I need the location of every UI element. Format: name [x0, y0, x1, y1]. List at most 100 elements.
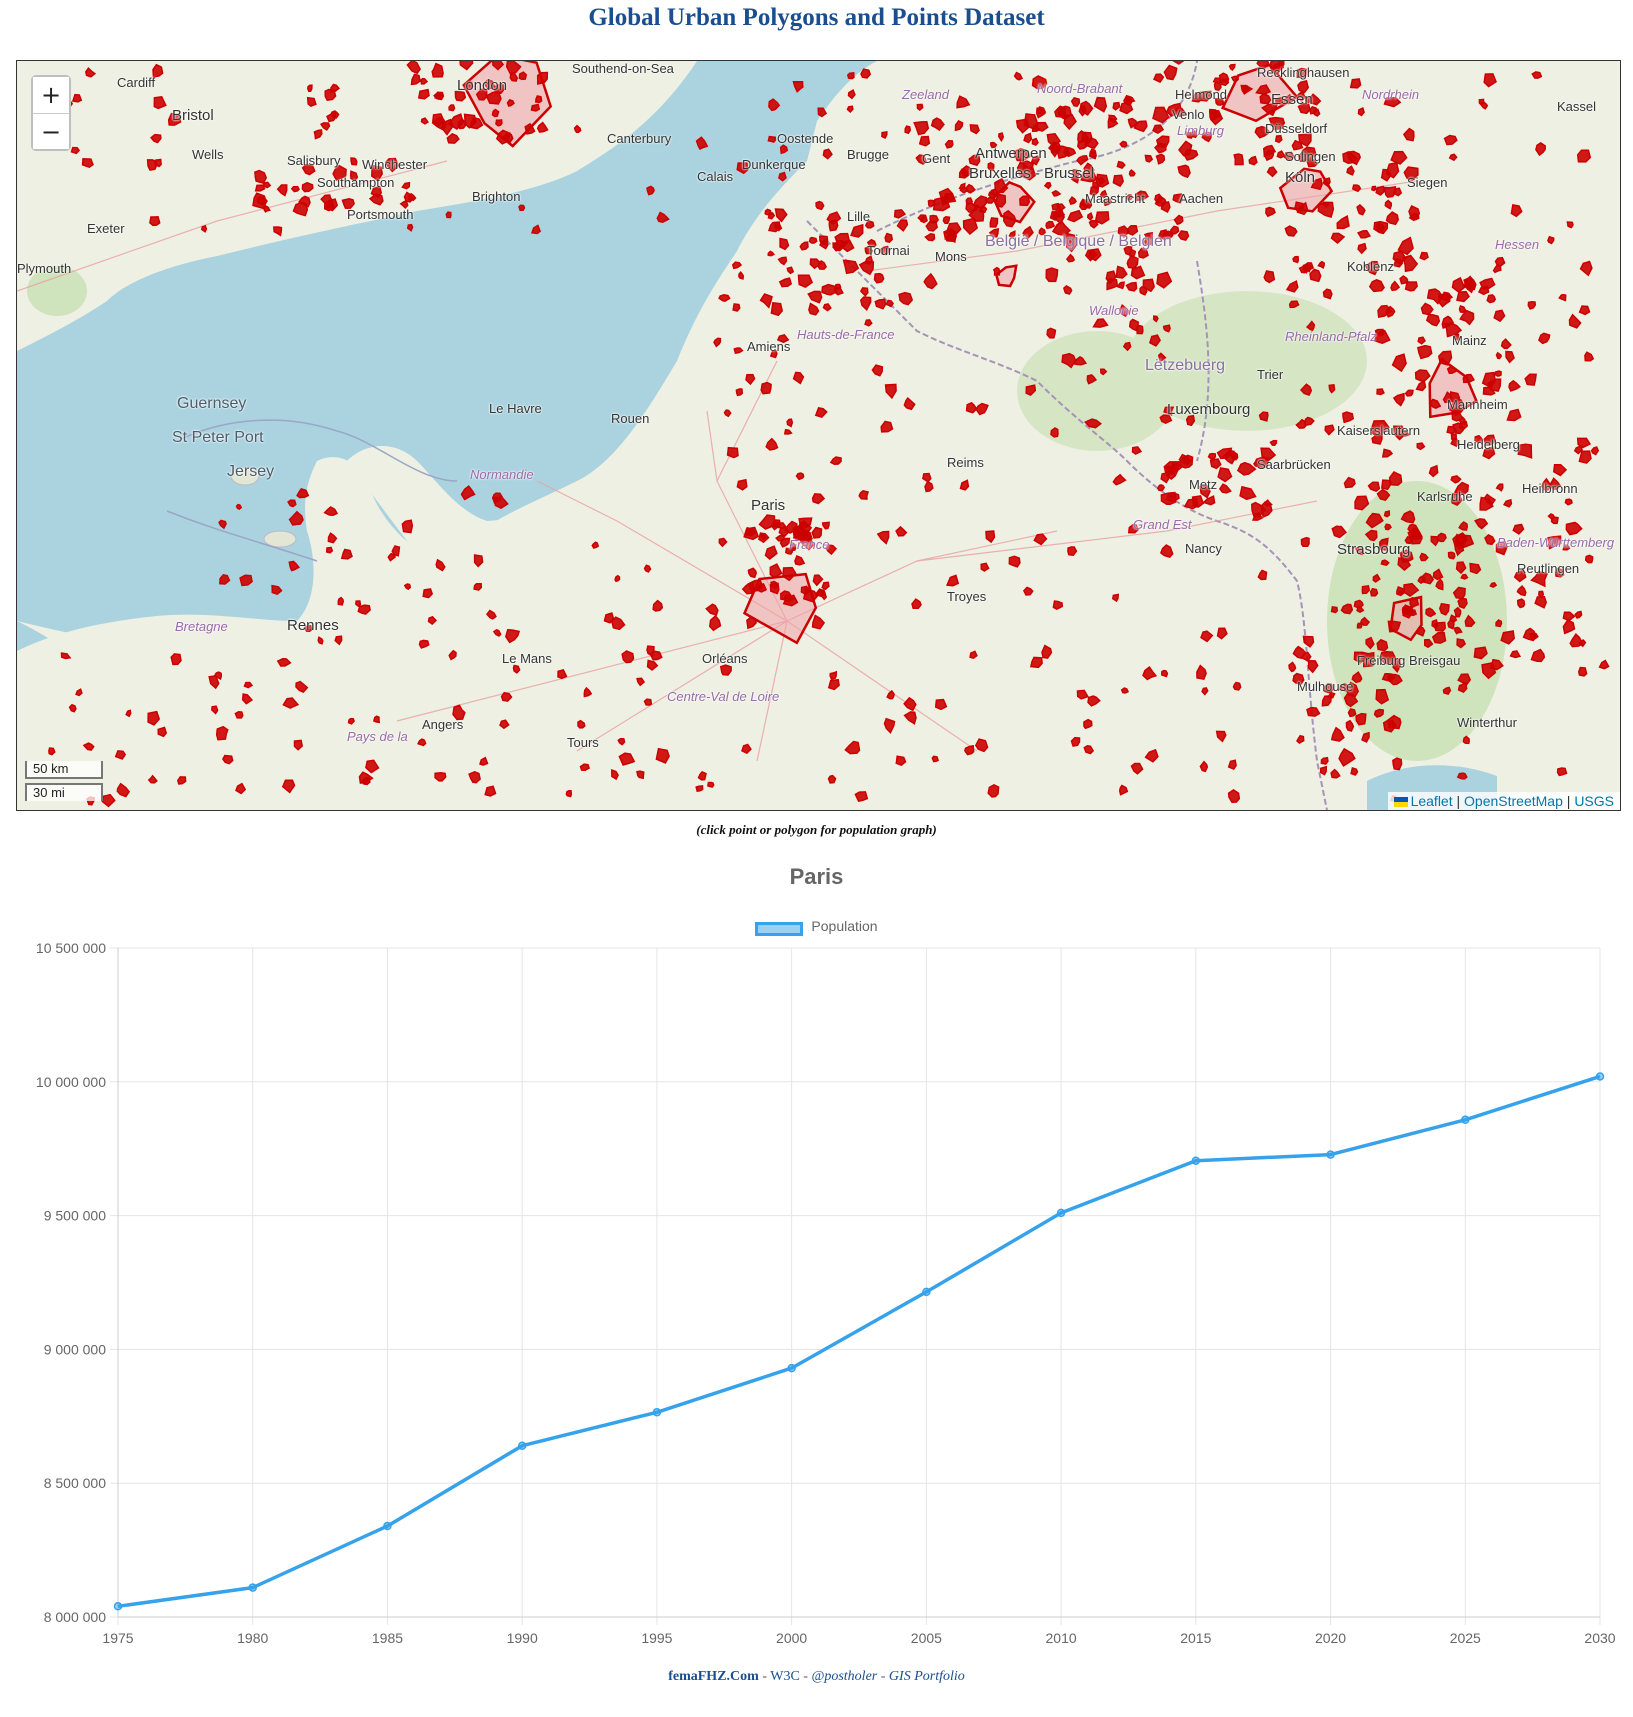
urban-polygon[interactable]: [1087, 695, 1101, 707]
urban-polygon[interactable]: [509, 71, 519, 82]
urban-polygon[interactable]: [989, 217, 999, 228]
urban-polygon[interactable]: [709, 614, 722, 632]
urban-polygon[interactable]: [736, 162, 749, 175]
urban-polygon[interactable]: [101, 793, 116, 808]
urban-polygon[interactable]: [459, 61, 474, 71]
urban-polygon[interactable]: [1562, 619, 1576, 635]
urban-polygon[interactable]: [1300, 536, 1310, 548]
urban-polygon[interactable]: [1063, 284, 1073, 295]
urban-polygon[interactable]: [1310, 177, 1323, 191]
urban-polygon[interactable]: [1425, 313, 1441, 327]
urban-polygon[interactable]: [1419, 251, 1429, 261]
urban-polygon[interactable]: [1492, 264, 1502, 274]
urban-polygon[interactable]: [880, 420, 894, 433]
urban-polygon[interactable]: [1159, 414, 1173, 425]
urban-polygon[interactable]: [1590, 446, 1600, 456]
urban-polygon[interactable]: [347, 717, 355, 725]
urban-polygon[interactable]: [636, 770, 645, 780]
urban-polygon[interactable]: [1253, 460, 1261, 468]
urban-polygon[interactable]: [1068, 196, 1077, 205]
urban-polygon[interactable]: [768, 221, 781, 233]
urban-polygon[interactable]: [990, 141, 998, 149]
urban-polygon[interactable]: [974, 738, 989, 753]
urban-polygon[interactable]: [313, 129, 323, 140]
urban-polygon[interactable]: [922, 472, 932, 483]
urban-polygon[interactable]: [446, 133, 460, 144]
urban-polygon[interactable]: [1392, 657, 1402, 674]
urban-polygon[interactable]: [814, 407, 828, 419]
urban-polygon[interactable]: [491, 108, 500, 118]
urban-polygon[interactable]: [1400, 510, 1416, 524]
urban-polygon[interactable]: [1199, 760, 1209, 773]
urban-polygon[interactable]: [1008, 555, 1021, 568]
urban-polygon[interactable]: [239, 574, 253, 587]
urban-polygon[interactable]: [391, 545, 401, 557]
urban-polygon[interactable]: [794, 555, 806, 566]
urban-polygon[interactable]: [1295, 418, 1307, 429]
urban-polygon[interactable]: [1503, 498, 1513, 508]
urban-polygon[interactable]: [903, 711, 917, 725]
urban-polygon[interactable]: [1482, 446, 1496, 460]
urban-polygon[interactable]: [440, 118, 454, 136]
urban-polygon[interactable]: [1142, 666, 1158, 681]
urban-polygon[interactable]: [707, 781, 715, 788]
urban-polygon[interactable]: [355, 600, 362, 608]
urban-polygon[interactable]: [1299, 383, 1313, 397]
urban-polygon[interactable]: [829, 670, 838, 680]
urban-polygon[interactable]: [860, 68, 872, 79]
urban-polygon[interactable]: [1170, 225, 1180, 236]
urban-polygon[interactable]: [1353, 599, 1364, 609]
urban-polygon[interactable]: [924, 480, 934, 493]
urban-polygon[interactable]: [1126, 225, 1139, 236]
urban-polygon[interactable]: [1456, 638, 1467, 649]
urban-polygon[interactable]: [1367, 481, 1381, 493]
urban-polygon[interactable]: [1356, 230, 1372, 239]
urban-polygon[interactable]: [1137, 247, 1149, 259]
urban-polygon[interactable]: [276, 184, 288, 197]
openstreetmap-link[interactable]: OpenStreetMap: [1464, 793, 1563, 809]
urban-polygon[interactable]: [1292, 645, 1307, 659]
urban-polygon[interactable]: [1457, 597, 1468, 610]
urban-polygon[interactable]: [1383, 186, 1397, 198]
data-point[interactable]: [787, 1363, 796, 1373]
urban-polygon[interactable]: [1508, 379, 1521, 392]
urban-polygon[interactable]: [646, 185, 655, 196]
data-point[interactable]: [248, 1583, 257, 1592]
urban-polygon[interactable]: [1448, 153, 1458, 162]
urban-polygon[interactable]: [1217, 467, 1233, 483]
urban-polygon[interactable]: [783, 428, 793, 435]
urban-polygon[interactable]: [1190, 129, 1198, 139]
urban-polygons-layer[interactable]: [17, 61, 1620, 810]
urban-polygon[interactable]: [1357, 107, 1365, 117]
urban-polygon[interactable]: [1067, 209, 1084, 223]
urban-polygon[interactable]: [759, 293, 773, 309]
urban-polygon[interactable]: [884, 383, 897, 400]
urban-polygon[interactable]: [1302, 635, 1315, 648]
map-view[interactable]: London Southend-on-Sea Bristol Wells Salisbu…: [16, 60, 1621, 811]
urban-polygon[interactable]: [1364, 529, 1378, 542]
urban-polygon[interactable]: [767, 250, 775, 257]
urban-polygon[interactable]: [1144, 748, 1159, 763]
urban-polygon[interactable]: [923, 272, 938, 290]
urban-polygon[interactable]: [1396, 586, 1406, 597]
urban-polygon[interactable]: [924, 233, 936, 242]
urban-polygon[interactable]: [323, 506, 339, 516]
urban-polygon[interactable]: [1381, 448, 1394, 458]
urban-polygon[interactable]: [1365, 636, 1375, 650]
urban-polygon[interactable]: [200, 224, 208, 233]
urban-polygon[interactable]: [433, 92, 443, 101]
urban-polygon[interactable]: [1323, 683, 1335, 694]
urban-polygon[interactable]: [475, 88, 488, 101]
urban-polygon[interactable]: [811, 526, 823, 539]
urban-polygon[interactable]: [1495, 541, 1508, 556]
urban-polygon[interactable]: [1330, 232, 1346, 244]
urban-polygon[interactable]: [1239, 485, 1257, 501]
urban-polygon[interactable]: [282, 697, 300, 709]
urban-polygon[interactable]: [896, 219, 909, 232]
urban-polygon[interactable]: [1347, 708, 1357, 718]
urban-polygon[interactable]: [1462, 735, 1470, 745]
urban-polygon[interactable]: [1086, 374, 1097, 385]
urban-polygon[interactable]: [1201, 131, 1213, 143]
urban-polygon[interactable]: [621, 650, 635, 664]
urban-polygon[interactable]: [410, 73, 422, 86]
